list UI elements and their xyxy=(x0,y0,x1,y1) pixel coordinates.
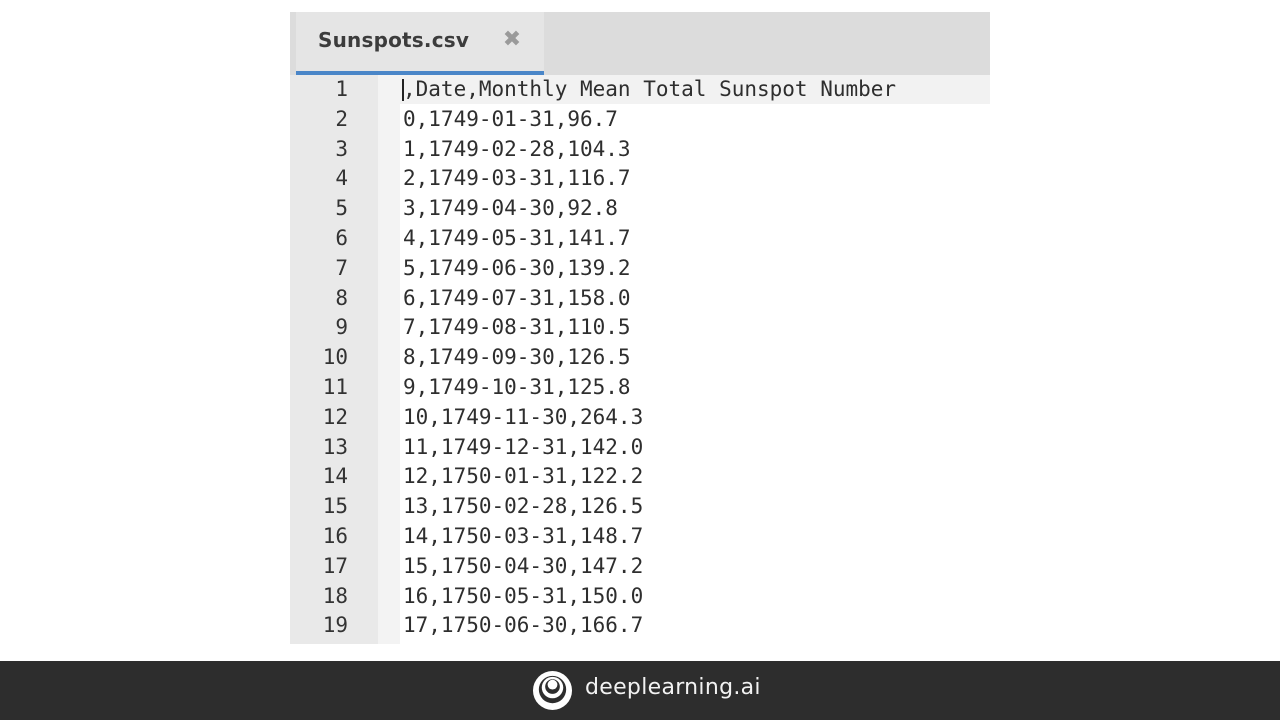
line-number: 5 xyxy=(335,196,348,221)
code-line[interactable]: 14,1750-03-31,148.7 xyxy=(403,523,644,548)
code-line[interactable]: 12,1750-01-31,122.2 xyxy=(403,464,644,489)
fold-gutter xyxy=(378,75,400,644)
code-line[interactable]: 7,1749-08-31,110.5 xyxy=(403,315,631,340)
line-number: 16 xyxy=(322,523,348,548)
code-line[interactable]: 16,1750-05-31,150.0 xyxy=(403,583,644,608)
brand-name: deeplearning.ai xyxy=(585,675,761,700)
line-number: 14 xyxy=(322,464,348,489)
code-line[interactable]: 4,1749-05-31,141.7 xyxy=(403,225,631,250)
code-line[interactable]: 11,1749-12-31,142.0 xyxy=(403,434,644,459)
tab-sunspots-csv[interactable]: Sunspots.csv ✖ xyxy=(296,12,544,75)
deeplearning-logo-icon xyxy=(532,670,573,711)
text-editor-window: Sunspots.csv ✖ 1 2 3 4 5 6 7 8 9 10 11 12 13 14 15 16 17… xyxy=(290,12,990,644)
line-number: 10 xyxy=(322,345,348,370)
code-area[interactable]: ,Date,Monthly Mean Total Sunspot Number 0… xyxy=(403,75,896,641)
line-number: 3 xyxy=(335,136,348,161)
code-line[interactable]: 2,1749-03-31,116.7 xyxy=(403,166,631,191)
code-line[interactable]: 0,1749-01-31,96.7 xyxy=(403,106,618,131)
line-number: 12 xyxy=(322,404,348,429)
line-number: 15 xyxy=(322,494,348,519)
code-line[interactable]: 5,1749-06-30,139.2 xyxy=(403,255,631,280)
editor-body[interactable]: 1 2 3 4 5 6 7 8 9 10 11 12 13 14 15 16 17 18 19 ,Date,Mont… xyxy=(290,75,990,644)
code-line[interactable]: 13,1750-02-28,126.5 xyxy=(403,494,644,519)
line-number: 19 xyxy=(322,613,348,638)
code-line[interactable]: 10,1749-11-30,264.3 xyxy=(403,404,644,429)
line-number-gutter xyxy=(290,75,378,644)
text-caret xyxy=(402,79,404,101)
code-line[interactable]: ,Date,Monthly Mean Total Sunspot Number xyxy=(403,77,897,101)
close-icon[interactable]: ✖ xyxy=(502,27,522,52)
line-number: 1 xyxy=(335,77,348,101)
footer-bar: deeplearning.ai xyxy=(0,661,1280,720)
line-number: 4 xyxy=(335,166,348,191)
line-numbers: 1 2 3 4 5 6 7 8 9 10 11 12 13 14 15 16 17 18 19 xyxy=(290,75,378,641)
code-line[interactable]: 8,1749-09-30,126.5 xyxy=(403,345,631,370)
line-number: 18 xyxy=(322,583,348,608)
code-line[interactable]: 9,1749-10-31,125.8 xyxy=(403,374,631,399)
line-number: 13 xyxy=(322,434,348,459)
line-number: 8 xyxy=(335,285,348,310)
code-line[interactable]: 6,1749-07-31,158.0 xyxy=(403,285,631,310)
tab-bar: Sunspots.csv ✖ xyxy=(290,12,990,76)
code-line[interactable]: 15,1750-04-30,147.2 xyxy=(403,553,644,578)
code-line[interactable]: 17,1750-06-30,166.7 xyxy=(403,613,644,638)
code-line[interactable]: 1,1749-02-28,104.3 xyxy=(403,136,631,161)
line-number: 6 xyxy=(335,225,348,250)
line-number: 7 xyxy=(335,255,348,280)
line-number: 2 xyxy=(335,106,348,131)
current-line-highlight xyxy=(400,75,990,104)
code-line[interactable]: 3,1749-04-30,92.8 xyxy=(403,196,618,221)
line-number: 17 xyxy=(322,553,348,578)
tab-title: Sunspots.csv xyxy=(318,28,470,52)
line-number: 11 xyxy=(322,374,348,399)
line-number: 9 xyxy=(335,315,348,340)
